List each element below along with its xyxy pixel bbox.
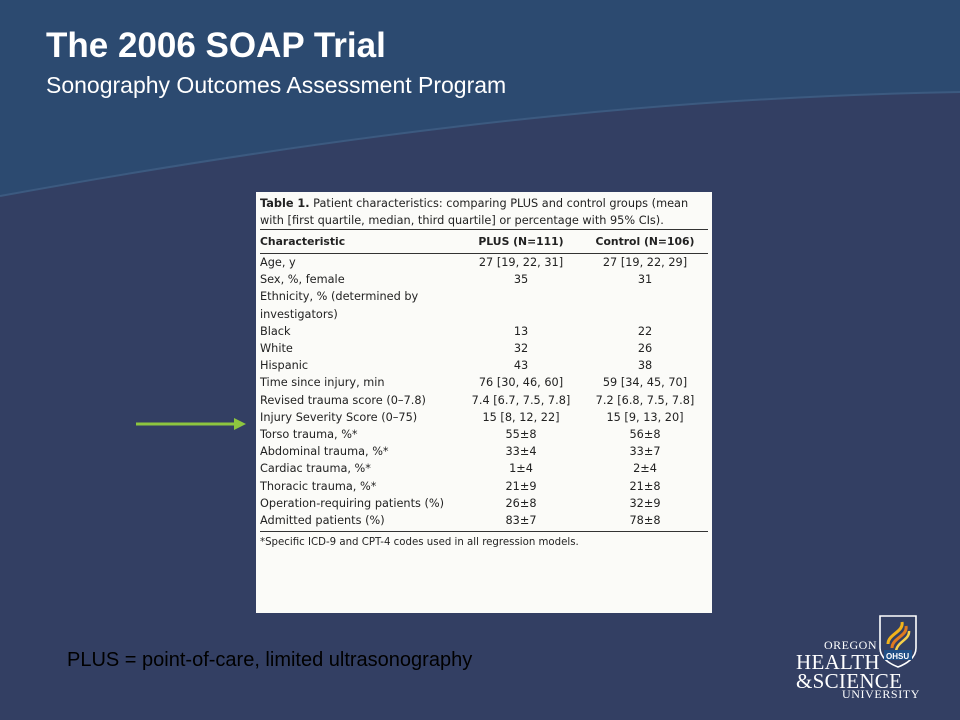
row-plus-value: 26±8 (505, 496, 537, 510)
table-footnote: *Specific ICD-9 and CPT-4 codes used in … (260, 531, 708, 548)
row-label: White (260, 342, 293, 356)
row-control-value: 33±7 (629, 445, 661, 459)
table-row: Time since injury, min 76 [30, 46, 60] 59 … (260, 374, 708, 391)
row-plus-value: 35 (513, 273, 529, 287)
row-control-value: 22 (637, 324, 653, 338)
row-control-value: 2±4 (633, 462, 657, 476)
row-label: Operation-requiring patients (%) (260, 496, 445, 510)
row-label: Torso trauma, %* (260, 427, 358, 441)
row-control-value: 27 [19, 22, 29] (602, 256, 688, 270)
row-plus-value: 43 (513, 359, 529, 373)
row-plus-value: 33±4 (505, 445, 537, 459)
row-label: Black (260, 324, 291, 338)
logo-line-oregon: OREGON (824, 638, 877, 652)
row-plus-value: 21±9 (505, 479, 537, 493)
table-row: Ethnicity, % (determined by (260, 288, 708, 305)
row-control-value: 7.2 [6.8, 7.5, 7.8] (595, 393, 695, 407)
row-control-value (582, 288, 708, 305)
table-row: Admitted patients (%) 83±7 78±8 (260, 512, 708, 529)
arrow-right-icon (136, 418, 246, 430)
row-plus-value: 32 (513, 342, 529, 356)
row-control-value: 78±8 (629, 513, 661, 527)
table-row: Hispanic 43 38 (260, 357, 708, 374)
row-control-value: 31 (637, 273, 653, 287)
row-plus-value: 27 [19, 22, 31] (478, 256, 564, 270)
row-plus-value (460, 306, 582, 323)
row-plus-value (460, 288, 582, 305)
table-header-row: Characteristic PLUS (N=111) Control (N=1… (260, 229, 708, 254)
table-row: Operation-requiring patients (%) 26±8 32±9 (260, 495, 708, 512)
patient-characteristics-table: Table 1. Patient characteristics: compar… (256, 192, 712, 613)
row-control-value: 59 [34, 45, 70] (602, 376, 688, 390)
row-label: Thoracic trauma, %* (260, 479, 377, 493)
ohsu-logo: OHSU OREGON HEALTH &SCIENCE UNIVERSITY (790, 612, 930, 702)
row-control-value: 38 (637, 359, 653, 373)
header-control: Control (N=106) (582, 229, 708, 254)
table-row: White 32 26 (260, 340, 708, 357)
row-plus-value: 76 [30, 46, 60] (478, 376, 564, 390)
row-control-value: 32±9 (629, 496, 661, 510)
table-row: Black 13 22 (260, 323, 708, 340)
data-table: Characteristic PLUS (N=111) Control (N=1… (260, 229, 708, 529)
row-control-value (582, 306, 708, 323)
row-plus-value: 55±8 (505, 427, 537, 441)
table-row: Age, y 27 [19, 22, 31] 27 [19, 22, 29] (260, 254, 708, 272)
table-row: Thoracic trauma, %* 21±9 21±8 (260, 477, 708, 494)
table-row: investigators) (260, 306, 708, 323)
row-plus-value: 7.4 [6.7, 7.5, 7.8] (471, 393, 571, 407)
row-label: Ethnicity, % (determined by (260, 290, 419, 304)
row-plus-value: 83±7 (505, 513, 537, 527)
background-wave (0, 0, 960, 197)
row-label: Injury Severity Score (0–75) (260, 410, 418, 424)
logo-line-university: UNIVERSITY (842, 687, 920, 701)
row-control-value: 15 [9, 13, 20] (606, 410, 684, 424)
table-row: Injury Severity Score (0–75) 15 [8, 12, 2… (260, 409, 708, 426)
row-label: Admitted patients (%) (260, 513, 385, 527)
row-label: Cardiac trauma, %* (260, 462, 371, 476)
row-plus-value: 1±4 (509, 462, 533, 476)
slide-subtitle: Sonography Outcomes Assessment Program (46, 72, 507, 98)
row-label: Sex, %, female (260, 273, 345, 287)
row-label: Revised trauma score (0–7.8) (260, 393, 426, 407)
row-label: Hispanic (260, 359, 309, 373)
row-label: investigators) (260, 307, 338, 321)
table-row: Revised trauma score (0–7.8) 7.4 [6.7, 7.… (260, 392, 708, 409)
logo-line-science: &SCIENCE (796, 669, 903, 693)
table-row: Sex, %, female 35 31 (260, 271, 708, 288)
row-control-value: 21±8 (629, 479, 661, 493)
logo-shield-text: OHSU (886, 652, 910, 661)
header-characteristic: Characteristic (260, 229, 460, 254)
logo-line-health: HEALTH (796, 650, 880, 674)
table-caption: Table 1. Patient characteristics: compar… (260, 195, 708, 229)
row-label: Abdominal trauma, %* (260, 445, 389, 459)
ohsu-shield-icon (879, 615, 917, 668)
header-plus: PLUS (N=111) (460, 229, 582, 254)
row-label: Time since injury, min (260, 376, 385, 390)
row-control-value: 56±8 (629, 427, 661, 441)
table-row: Cardiac trauma, %* 1±4 2±4 (260, 460, 708, 477)
row-plus-value: 13 (513, 324, 529, 338)
slide-title: The 2006 SOAP Trial (46, 26, 386, 65)
row-label: Age, y (260, 256, 296, 270)
table-row: Abdominal trauma, %* 33±4 33±7 (260, 443, 708, 460)
table-caption-label: Table 1. (260, 197, 310, 210)
table-caption-text: Patient characteristics: comparing PLUS … (260, 197, 689, 227)
row-plus-value: 15 [8, 12, 22] (482, 410, 560, 424)
table-row: Torso trauma, %* 55±8 56±8 (260, 426, 708, 443)
footer-note: PLUS = point-of-care, limited ultrasonog… (67, 649, 473, 671)
row-control-value: 26 (637, 342, 653, 356)
